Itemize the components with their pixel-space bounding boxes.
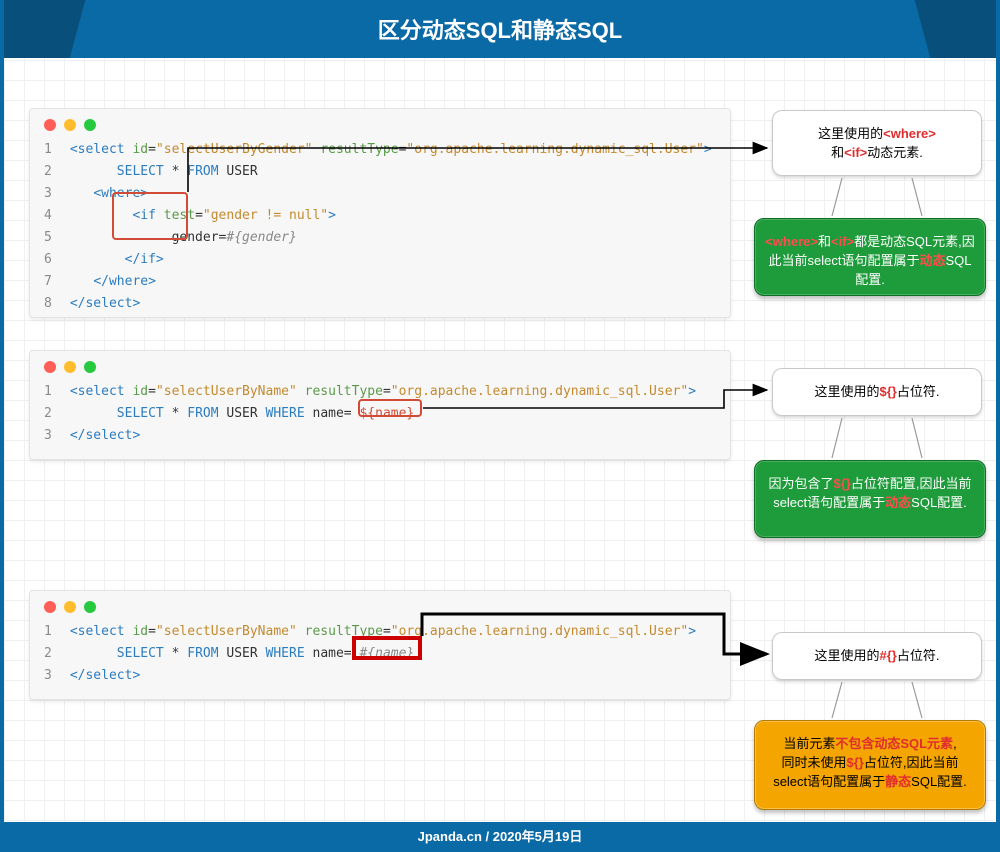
close-icon [44,361,56,373]
highlight-where-if [112,192,188,240]
code-body: 1<select id="selectUserByName" resultTyp… [30,377,730,459]
diagram-canvas: 区分动态SQL和静态SQL 1<select id="selectUserByG… [0,0,1000,852]
title-bar: 区分动态SQL和静态SQL [4,0,996,58]
window-traffic-lights [30,109,730,135]
highlight-dollar-name [358,399,422,417]
minimize-icon [64,361,76,373]
highlight-hash-name [352,636,422,660]
maximize-icon [84,119,96,131]
anno-where-if-label: 这里使用的<where>和<if>动态元素. [772,110,982,176]
anno-dynamic-sql-2: 因为包含了${}占位符配置,因此当前select语句配置属于动态SQL配置. [754,460,986,538]
window-traffic-lights [30,351,730,377]
anno-dollar-label: 这里使用的${}占位符. [772,368,982,416]
footer-bar: Jpanda.cn / 2020年5月19日 [4,822,996,848]
page-title: 区分动态SQL和静态SQL [378,13,622,45]
close-icon [44,119,56,131]
footer-text: Jpanda.cn / 2020年5月19日 [418,826,583,845]
maximize-icon [84,361,96,373]
minimize-icon [64,119,76,131]
maximize-icon [84,601,96,613]
window-traffic-lights [30,591,730,617]
anno-dynamic-sql-1: <where>和<if>都是动态SQL元素,因此当前select语句配置属于动态… [754,218,986,296]
close-icon [44,601,56,613]
anno-hash-label: 这里使用的#{}占位符. [772,632,982,680]
anno-static-sql: 当前元素不包含动态SQL元素,同时未使用${}占位符,因此当前select语句配… [754,720,986,810]
minimize-icon [64,601,76,613]
